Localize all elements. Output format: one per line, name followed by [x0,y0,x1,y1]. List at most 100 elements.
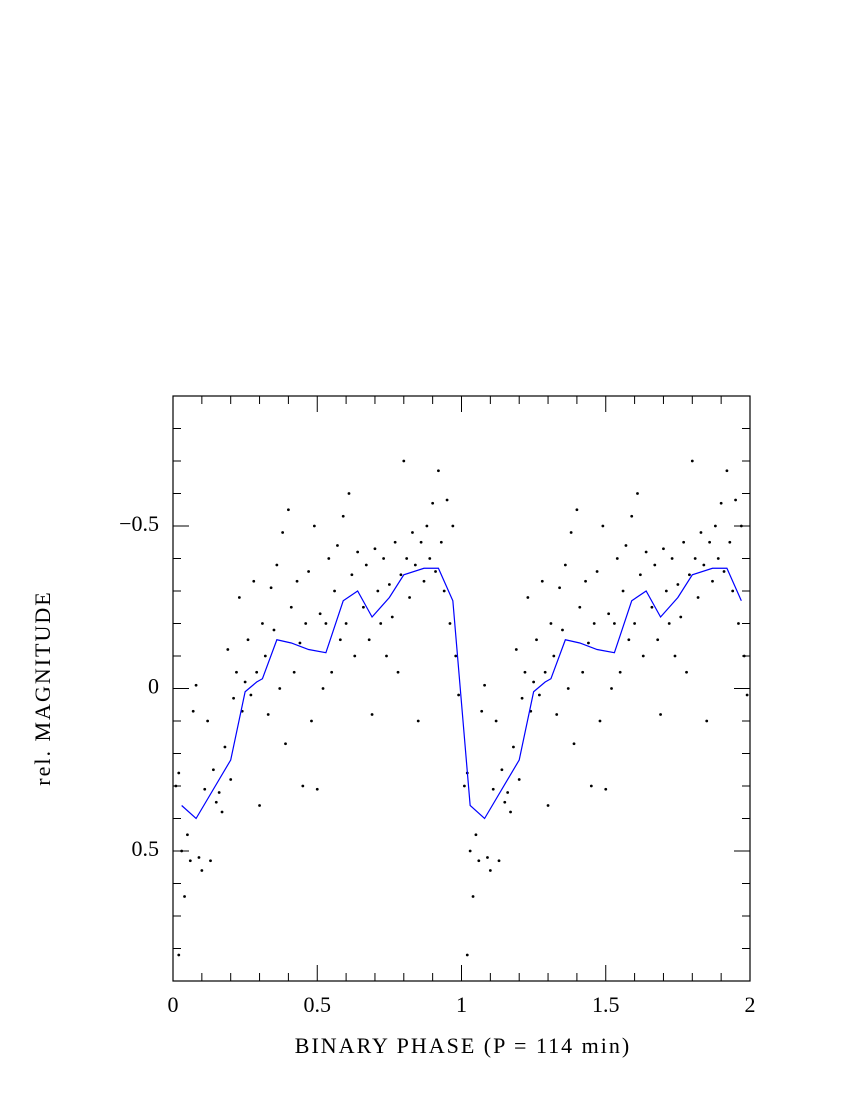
data-point [186,833,189,837]
data-point [197,856,201,859]
data-point [737,622,740,625]
data-point [555,713,559,716]
data-point [327,557,331,560]
data-point [209,859,212,863]
data-point [546,804,550,807]
data-point [390,615,394,619]
data-point [630,514,634,518]
data-point [307,570,310,573]
data-point [321,687,325,690]
data-point [188,859,192,863]
data-point [356,550,360,554]
data-point [673,654,677,658]
data-point [569,531,573,534]
model-line [181,567,742,820]
data-point [226,648,230,651]
data-point [295,579,299,583]
data-point [246,638,250,642]
data-point [367,638,371,642]
data-point [728,540,732,544]
data-point [258,804,261,807]
data-point [523,670,527,674]
data-point [578,605,582,609]
data-point [739,524,743,528]
data-point [174,784,178,788]
data-point [696,596,700,599]
data-point [742,654,746,658]
data-point [364,563,368,567]
data-point [278,687,282,690]
data-point [442,589,446,593]
data-point [734,498,737,502]
data-point [664,589,668,593]
data-point [304,622,308,625]
data-point [526,596,530,599]
data-point [653,563,657,567]
data-point [183,895,186,898]
y-tick-label: 0.5 [132,836,160,861]
data-point [491,787,495,791]
data-point [722,570,726,573]
data-point [601,524,605,528]
data-point [284,742,287,746]
data-point [445,498,449,502]
data-point [670,557,674,560]
data-point [457,693,461,697]
data-point [716,557,720,560]
data-point [229,778,233,781]
data-point [434,570,437,573]
data-point [272,628,276,632]
data-point [713,524,717,528]
data-point [598,719,602,723]
data-point [269,586,273,590]
data-point [667,622,671,625]
data-point [428,557,432,560]
data-point [471,895,475,898]
data-point [483,683,486,687]
data-point [425,524,429,528]
data-point [413,563,417,567]
data-point [344,622,348,625]
data-point [220,810,224,814]
data-point [214,800,218,804]
data-point [266,713,270,716]
data-point [699,531,703,534]
data-point [676,583,680,586]
data-point [263,654,267,658]
data-point [191,709,195,713]
data-point [644,550,648,554]
data-point [552,654,556,658]
data-point [690,459,694,463]
x-tick-label: 2 [745,992,756,1017]
data-point [503,800,507,804]
data-point [232,696,235,700]
data-point [638,573,642,577]
data-point [333,589,336,593]
y-tick-label: −0.5 [119,511,159,536]
data-point [419,540,423,544]
data-point [411,531,414,534]
data-point [362,605,365,609]
data-point [633,622,636,625]
data-point [431,501,435,505]
data-point [486,856,489,859]
data-point [399,573,403,577]
data-point [315,787,319,791]
data-point [575,508,579,512]
data-point [679,615,683,619]
data-point [685,670,688,674]
data-point [237,596,241,599]
data-point [289,605,293,609]
data-point [416,719,420,723]
data-point [509,810,512,814]
data-point [731,589,735,593]
data-point [474,833,478,837]
data-point [217,791,221,794]
data-point [650,605,654,609]
data-point [206,719,210,723]
data-point [532,680,536,684]
data-point [336,544,339,547]
data-point [610,687,613,690]
